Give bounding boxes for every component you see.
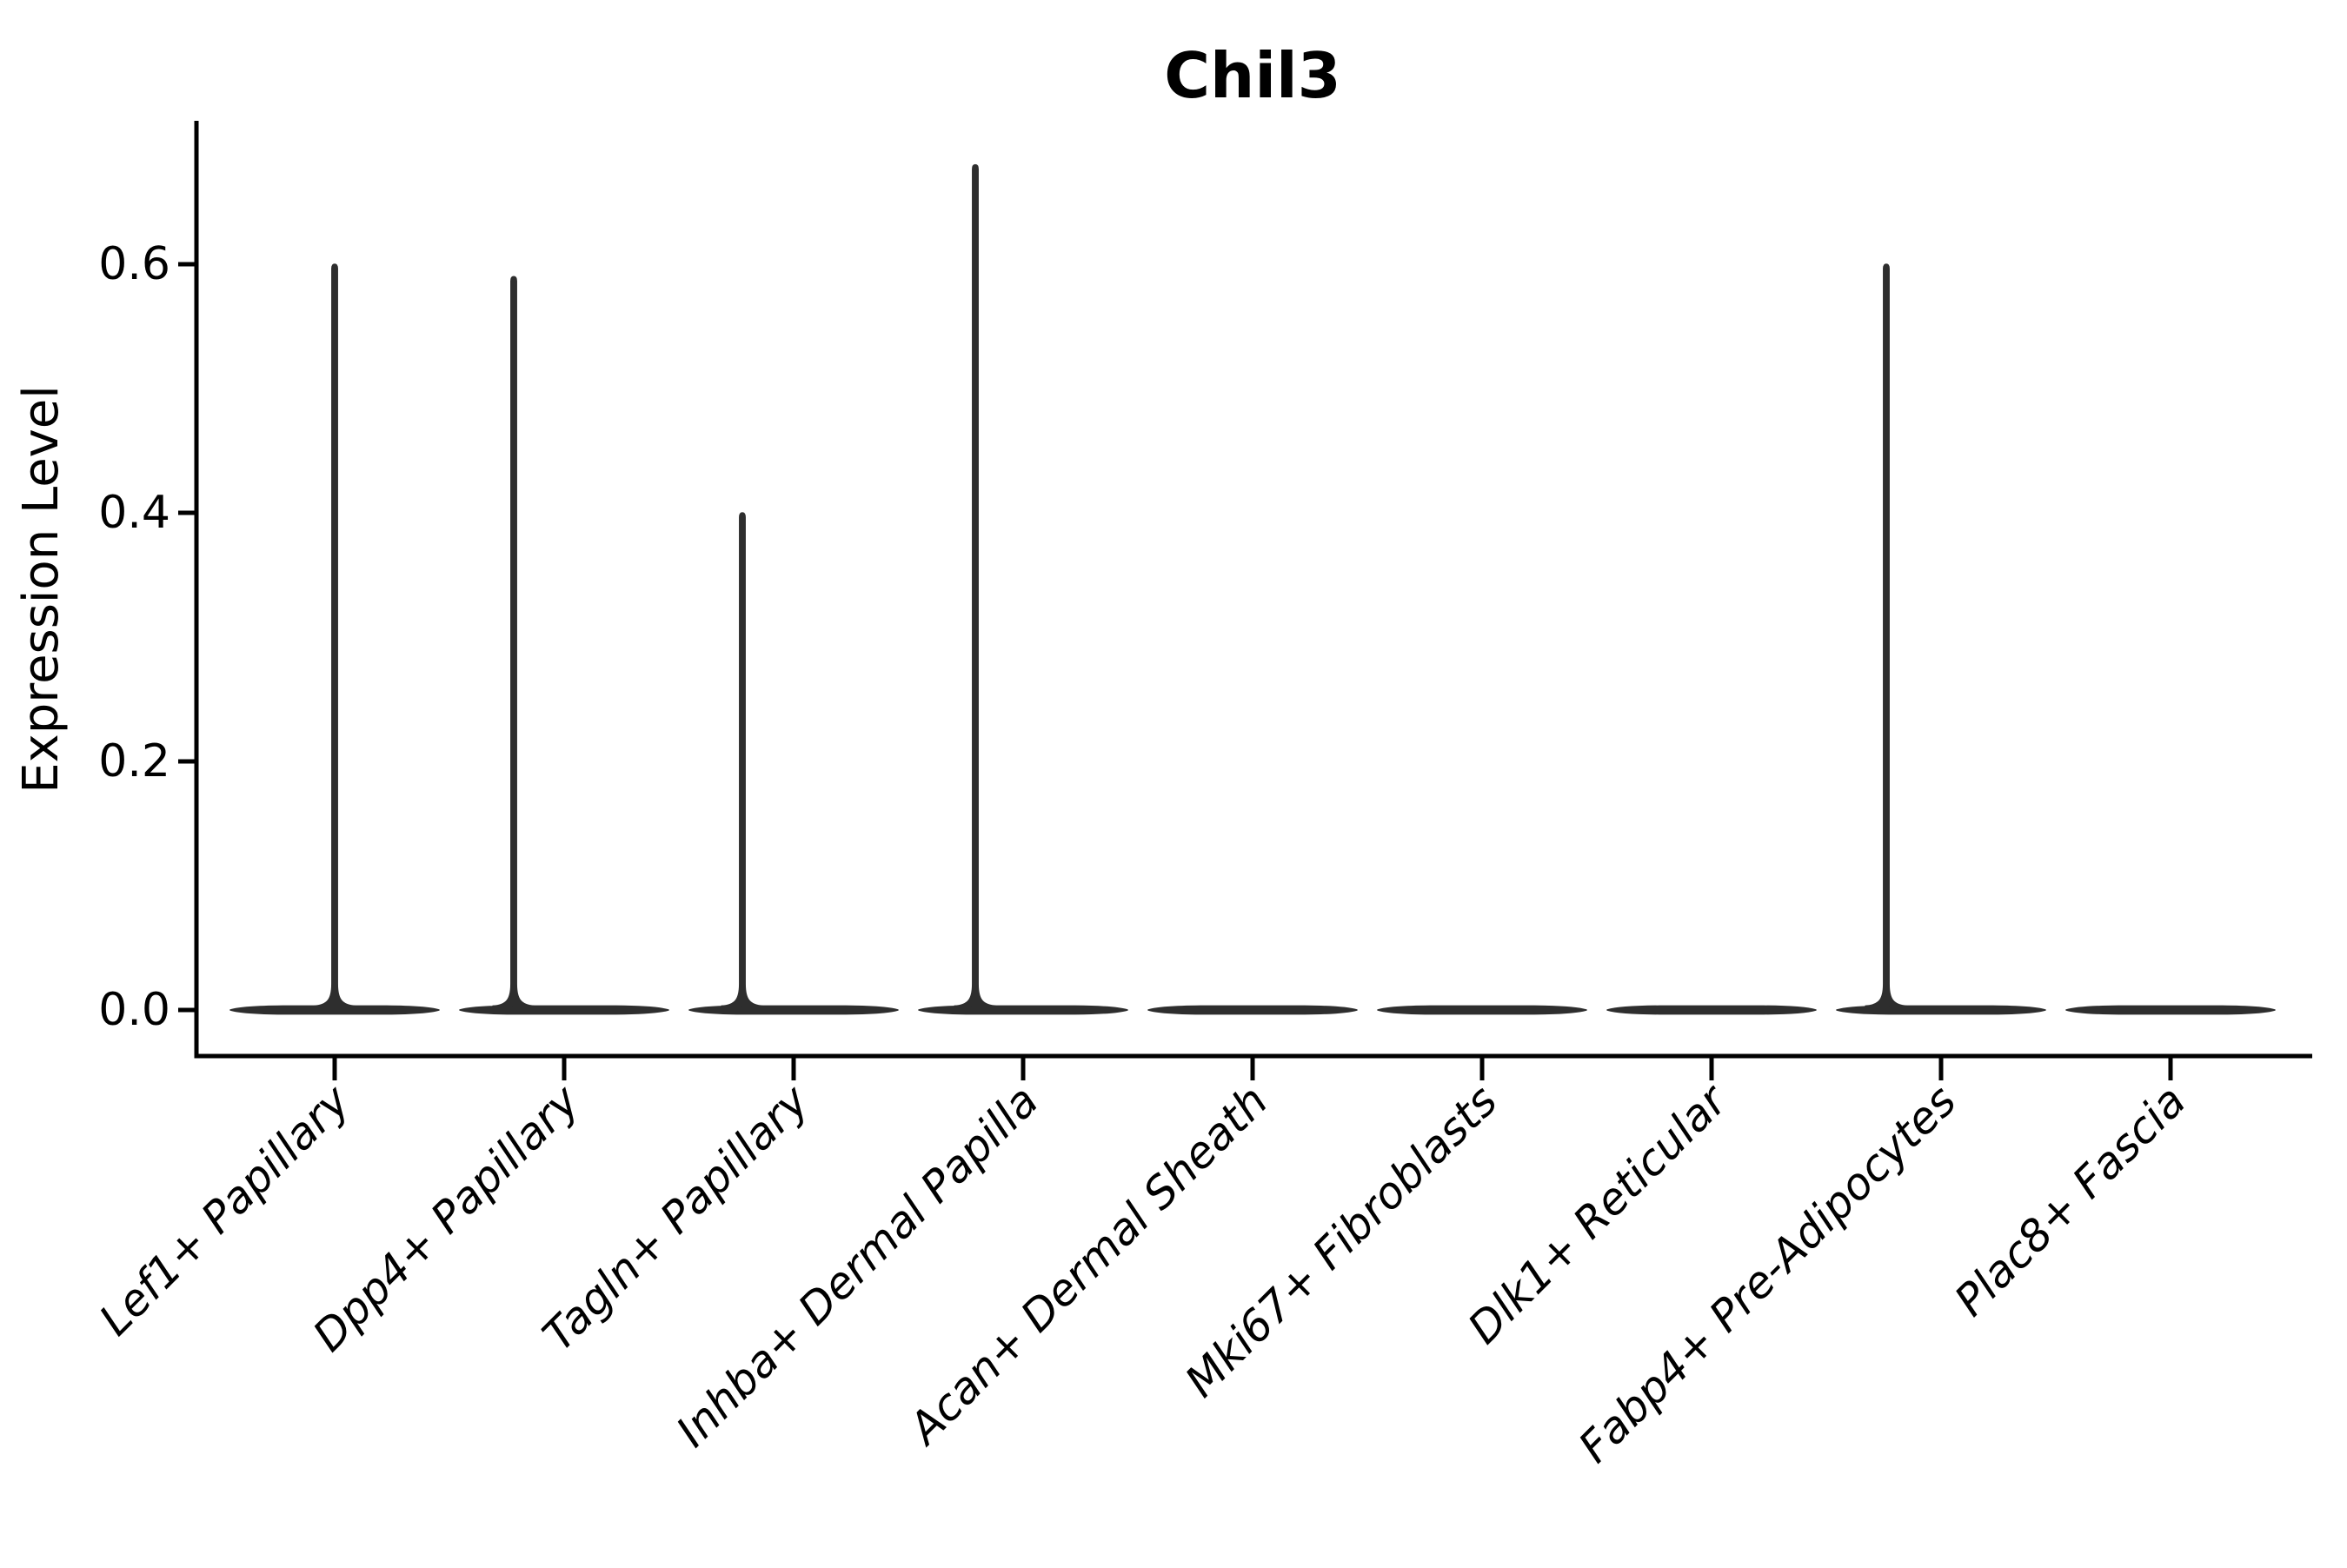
- violin-7: [1606, 1005, 1817, 1015]
- y-tick-label: 0.6: [98, 238, 170, 290]
- violin-3: [688, 512, 899, 1015]
- violin-9: [2065, 1005, 2276, 1015]
- y-tick-label: 0.4: [98, 487, 170, 539]
- x-tick-label: Inhba+ Dermal Papilla: [667, 1075, 1047, 1456]
- plot-title: Chil3: [1164, 39, 1341, 112]
- y-axis-ticks: 0.0 0.2 0.4 0.6: [98, 238, 195, 1036]
- x-tick-label: Lef1+ Papillary: [90, 1074, 360, 1345]
- x-tick-label: Plac8+ Fascia: [1945, 1075, 2196, 1325]
- y-tick-label: 0.0: [98, 984, 170, 1036]
- violin-4: [918, 163, 1128, 1015]
- x-tick-label: Fabp4+ Pre-Adipocytes: [1569, 1075, 1966, 1472]
- violin-5: [1147, 1005, 1358, 1015]
- y-tick-label: 0.2: [98, 735, 170, 787]
- violin-8: [1836, 263, 2046, 1015]
- violin-6: [1377, 1005, 1587, 1015]
- violins: [229, 163, 2276, 1015]
- y-axis-label: Expression Level: [13, 385, 70, 794]
- violin-2: [459, 276, 669, 1015]
- violin-1: [229, 263, 440, 1015]
